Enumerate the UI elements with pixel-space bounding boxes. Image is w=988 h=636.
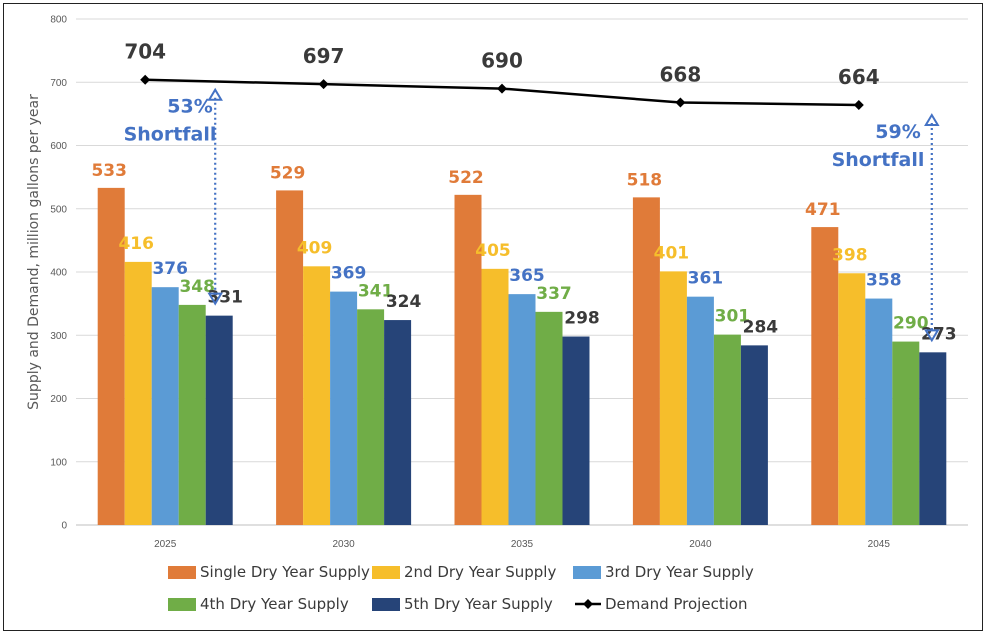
bar [384, 320, 412, 525]
demand-label: 697 [303, 44, 345, 68]
bar [562, 336, 590, 525]
legend-swatch [372, 566, 400, 579]
bar [686, 296, 714, 525]
shortfall-arrow-head-up [207, 87, 223, 101]
data-label: 401 [654, 243, 690, 263]
data-label: 529 [270, 163, 306, 183]
bar [740, 345, 768, 525]
demand-label: 668 [660, 62, 702, 86]
data-label: 298 [564, 309, 600, 329]
y-tick-label: 200 [50, 394, 67, 405]
legend-swatch [372, 598, 400, 611]
bar [330, 291, 358, 525]
shortfall-percent: 53% [167, 96, 212, 118]
data-label: 409 [297, 238, 333, 258]
legend-label: 4th Dry Year Supply [200, 595, 349, 613]
x-tick-label: 2025 [154, 539, 177, 550]
data-label: 273 [921, 324, 957, 344]
bar [632, 197, 660, 526]
data-label: 337 [536, 284, 572, 304]
data-label: 301 [715, 307, 751, 327]
demand-marker [140, 74, 151, 85]
bar [659, 271, 687, 525]
data-label: 369 [331, 264, 367, 284]
y-tick-label: 300 [50, 331, 67, 342]
y-tick-label: 400 [50, 268, 67, 279]
data-label: 331 [207, 288, 243, 308]
demand-marker [497, 83, 507, 94]
demand-label: 704 [124, 40, 166, 64]
legend-marker [583, 599, 593, 609]
data-label: 324 [386, 292, 422, 312]
legend-label: 2nd Dry Year Supply [404, 563, 556, 581]
legend-label: 3rd Dry Year Supply [605, 563, 754, 581]
legend-label: 5th Dry Year Supply [404, 595, 553, 613]
x-tick-label: 2040 [689, 539, 712, 550]
bar [97, 187, 125, 525]
data-label: 398 [832, 245, 868, 265]
demand-marker [675, 97, 686, 108]
shortfall-arrow-head-up [924, 113, 940, 127]
y-axis-label: Supply and Demand, million gallons per y… [26, 94, 42, 410]
bar [151, 287, 179, 525]
bar [811, 227, 839, 525]
shortfall-label: Shortfall [124, 124, 217, 146]
legend-swatch [168, 598, 196, 611]
y-tick-label: 0 [61, 521, 67, 532]
data-label: 405 [475, 241, 511, 261]
demand-label: 664 [838, 65, 880, 89]
bar [892, 341, 920, 525]
shortfall-label: Shortfall [832, 149, 925, 171]
data-label: 358 [866, 271, 902, 291]
data-label: 533 [91, 161, 127, 181]
data-label: 522 [448, 168, 484, 188]
bar [713, 334, 741, 525]
y-tick-label: 500 [50, 204, 67, 215]
y-tick-label: 100 [50, 457, 67, 468]
bar [276, 190, 304, 525]
data-label: 341 [358, 281, 394, 301]
bar [454, 194, 482, 525]
data-label: 365 [509, 266, 545, 286]
bar [838, 273, 866, 525]
bar [535, 311, 563, 525]
legend-label: Demand Projection [605, 595, 748, 613]
x-tick-label: 2035 [511, 539, 534, 550]
bar [919, 352, 947, 525]
shortfall-percent: 59% [875, 121, 920, 143]
shortfall-arrow-head-down [207, 292, 223, 306]
demand-marker [853, 100, 864, 111]
data-label: 348 [179, 277, 215, 297]
bar [481, 268, 509, 525]
y-tick-label: 600 [50, 141, 67, 152]
x-tick-label: 2030 [332, 539, 355, 550]
demand-label: 690 [481, 49, 523, 73]
bar [865, 298, 893, 525]
legend-swatch [573, 566, 601, 579]
bar [357, 309, 385, 525]
bar [303, 266, 331, 525]
data-label: 471 [805, 200, 841, 220]
data-label: 290 [893, 314, 929, 334]
y-tick-label: 800 [50, 15, 67, 26]
demand-marker [318, 79, 329, 90]
legend-label: Single Dry Year Supply [200, 563, 370, 581]
bar [178, 304, 206, 525]
x-tick-label: 2045 [868, 539, 891, 550]
bar [508, 294, 536, 525]
bar [124, 261, 152, 525]
data-label: 518 [627, 170, 663, 190]
legend-swatch [168, 566, 196, 579]
data-label: 284 [743, 317, 779, 337]
data-label: 416 [118, 234, 154, 254]
shortfall-arrow-head-down [924, 329, 940, 343]
bar [205, 315, 233, 525]
data-label: 376 [152, 259, 188, 279]
y-tick-label: 700 [50, 78, 67, 89]
data-label: 361 [688, 269, 724, 289]
